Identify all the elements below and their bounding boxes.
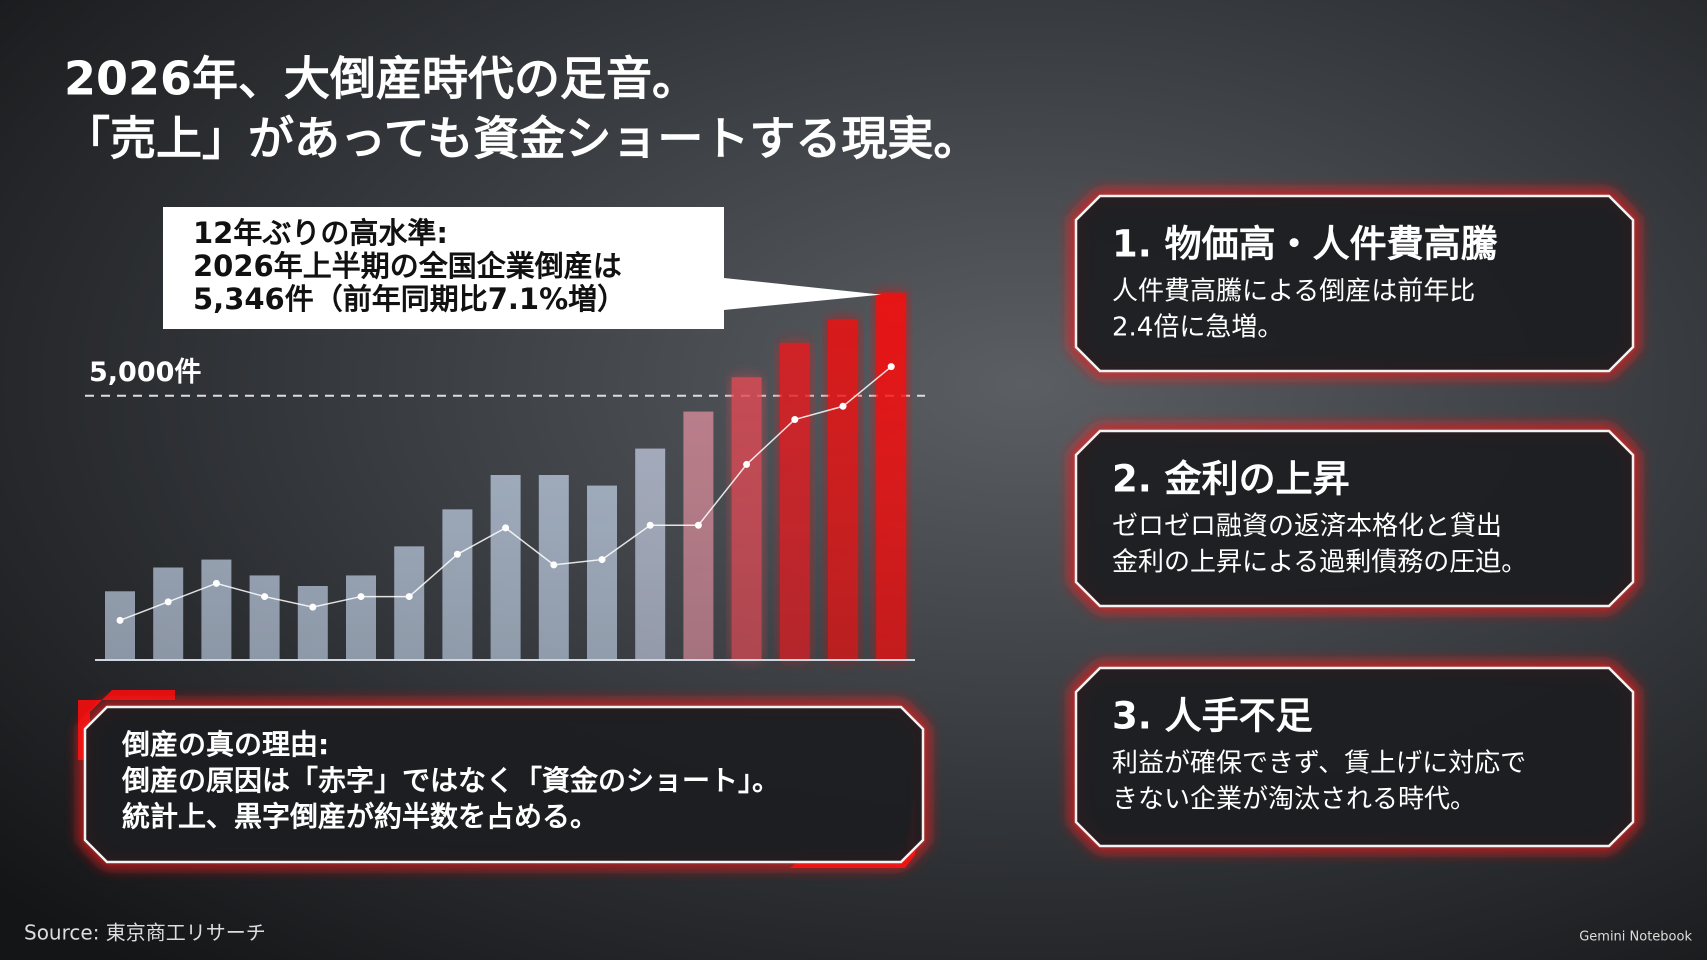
card-body: 金利の上昇による過剰債務の圧迫。 — [1112, 548, 1527, 578]
card-body: ゼロゼロ融資の返済本格化と貸出 — [1112, 512, 1502, 542]
card-heading: 1. 物価高・人件費高騰 — [1112, 223, 1499, 266]
card-heading: 3. 人手不足 — [1112, 695, 1313, 738]
bar — [346, 575, 376, 660]
card-body: 人件費高騰による倒産は前年比 — [1112, 277, 1475, 307]
bar — [876, 292, 907, 660]
bar — [201, 559, 232, 660]
trend-point — [550, 561, 558, 569]
trend-point — [357, 593, 365, 601]
brand: Gemini Notebook — [1579, 930, 1692, 945]
reference-label: 5,000件 — [89, 357, 201, 388]
trend-point — [164, 598, 172, 606]
bar — [490, 475, 521, 660]
card-body: きない企業が淘汰される時代。 — [1112, 785, 1476, 815]
bar — [442, 509, 473, 660]
annotation: 12年ぶりの高水準: — [193, 216, 448, 250]
trend-point — [791, 416, 799, 423]
panel-text: 倒産の真の理由: — [121, 728, 329, 761]
trend-point — [743, 460, 751, 468]
bar — [394, 546, 425, 660]
box — [1074, 666, 1635, 848]
trend-point — [839, 402, 847, 410]
bar — [249, 575, 280, 660]
bar — [779, 342, 810, 660]
source: Source: 東京商工リサーチ — [24, 921, 266, 945]
trend-point — [598, 556, 606, 564]
trend-point — [309, 603, 317, 611]
trend-point — [887, 363, 895, 371]
bar — [828, 319, 858, 660]
annotation: 2026年上半期の全国企業倒産は — [193, 249, 622, 283]
title: 「売上」があっても資金ショートする現実。 — [64, 112, 979, 166]
card-heading: 2. 金利の上昇 — [1112, 458, 1350, 501]
callout-pointer — [724, 278, 882, 310]
trend-point — [261, 593, 269, 601]
trend-point — [405, 593, 413, 601]
title: 2026年、大倒産時代の足音。 — [64, 52, 698, 106]
annotation: 5,346件（前年同期比7.1%増） — [193, 282, 626, 316]
bar — [731, 377, 762, 660]
panel-text: 統計上、黒字倒産が約半数を占める。 — [122, 800, 598, 833]
trend-point — [116, 616, 124, 624]
card-body: 利益が確保できず、賃上げに対応で — [1112, 749, 1526, 779]
card-body: 2.4倍に急増。 — [1112, 313, 1283, 343]
panel-text: 倒産の原因は「赤字」ではなく「資金のショート」。 — [121, 764, 780, 797]
trend-point — [212, 579, 220, 587]
box — [1074, 194, 1635, 373]
trend-point — [646, 521, 654, 529]
box — [83, 705, 925, 864]
bar — [683, 411, 714, 660]
bar — [297, 586, 328, 660]
bar — [105, 591, 135, 660]
bar — [153, 567, 184, 660]
bars — [105, 292, 907, 660]
box — [1074, 429, 1635, 608]
trend-point — [453, 550, 461, 558]
bar — [635, 448, 666, 660]
bar — [587, 485, 617, 660]
trend-point — [502, 524, 510, 532]
callout-box — [163, 207, 724, 329]
trend-point — [694, 521, 702, 529]
